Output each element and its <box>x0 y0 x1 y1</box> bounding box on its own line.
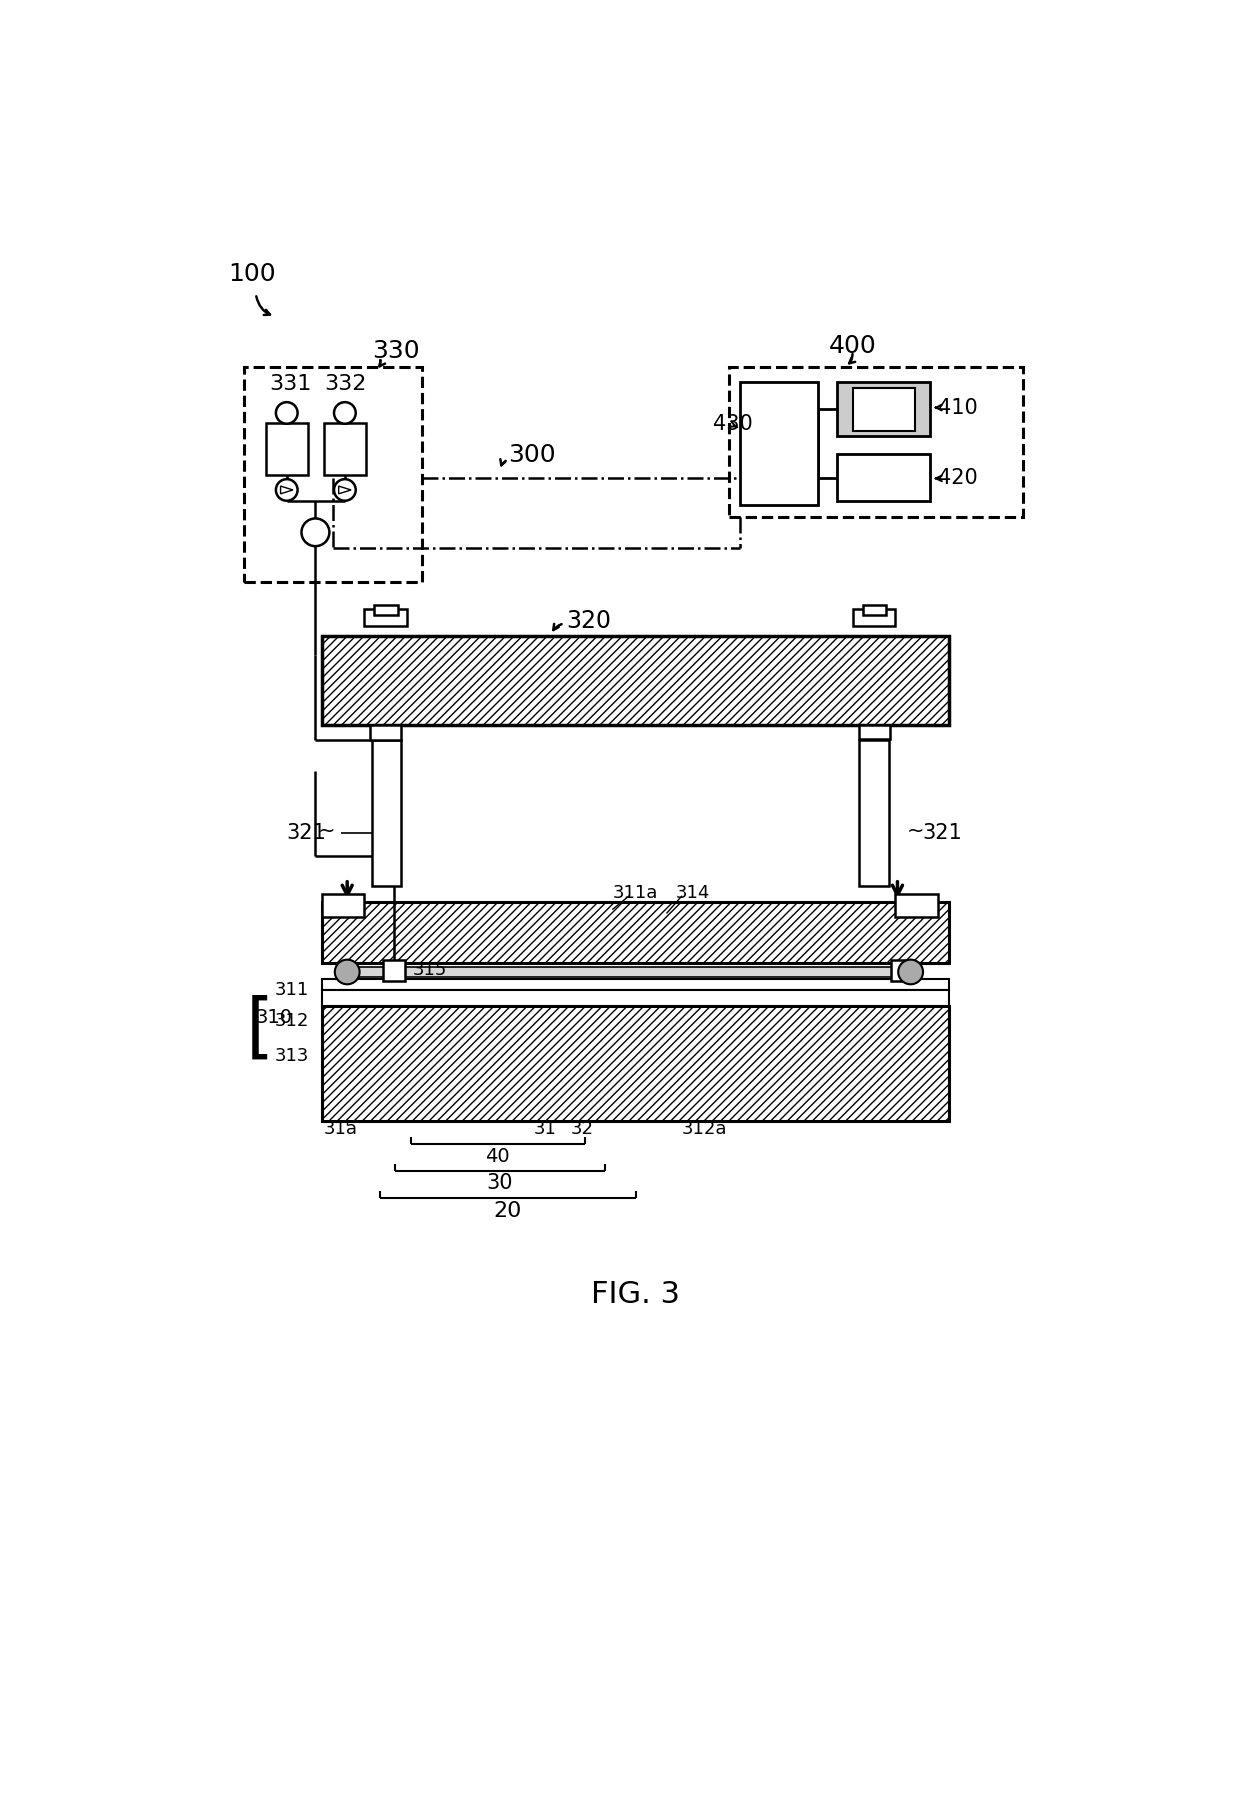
Text: 32: 32 <box>570 1121 594 1137</box>
Text: 31a: 31a <box>324 1121 358 1137</box>
Bar <box>371 726 402 740</box>
Text: 313: 313 <box>275 1047 310 1065</box>
Bar <box>365 610 407 626</box>
Text: 332: 332 <box>324 374 366 395</box>
Text: 420: 420 <box>937 469 977 489</box>
Text: 312a: 312a <box>682 1121 728 1137</box>
Bar <box>372 740 402 886</box>
Text: 331: 331 <box>270 374 312 395</box>
Text: 321: 321 <box>286 823 326 843</box>
Text: 300: 300 <box>507 444 556 467</box>
Bar <box>858 726 890 738</box>
Circle shape <box>898 960 923 984</box>
Bar <box>341 967 919 977</box>
Text: 330: 330 <box>372 339 419 363</box>
Text: [: [ <box>246 995 274 1063</box>
Text: 430: 430 <box>713 415 753 435</box>
Text: 20: 20 <box>494 1202 522 1222</box>
Text: 400: 400 <box>830 334 877 357</box>
Bar <box>853 610 895 626</box>
Text: 410: 410 <box>937 397 977 417</box>
Text: 311a: 311a <box>613 884 657 902</box>
Bar <box>383 960 404 982</box>
Text: 315: 315 <box>412 960 446 978</box>
Text: 30: 30 <box>486 1173 513 1193</box>
Text: 320: 320 <box>565 608 611 634</box>
Bar <box>837 383 930 437</box>
Text: 31: 31 <box>533 1121 556 1137</box>
Text: 310: 310 <box>255 1007 293 1027</box>
Text: 314: 314 <box>676 884 711 902</box>
Text: 100: 100 <box>228 262 277 287</box>
Text: FIG. 3: FIG. 3 <box>591 1280 680 1309</box>
Bar <box>863 605 885 616</box>
Bar <box>321 893 365 917</box>
Text: ~: ~ <box>317 819 335 841</box>
Polygon shape <box>280 486 293 495</box>
Bar <box>324 422 366 475</box>
Circle shape <box>275 403 298 424</box>
Circle shape <box>334 478 356 500</box>
Text: 311: 311 <box>275 982 309 1000</box>
Bar <box>729 366 1023 516</box>
Bar <box>892 960 913 982</box>
Bar <box>321 902 950 964</box>
Circle shape <box>301 518 330 547</box>
Text: 321: 321 <box>923 823 962 843</box>
Bar <box>853 388 915 431</box>
Bar <box>321 635 950 726</box>
Bar <box>837 453 930 502</box>
Bar <box>265 422 308 475</box>
Bar <box>859 740 889 886</box>
Circle shape <box>335 960 360 984</box>
Circle shape <box>275 478 298 500</box>
Circle shape <box>334 403 356 424</box>
Text: 40: 40 <box>485 1146 510 1166</box>
Bar <box>321 1005 950 1121</box>
Bar <box>895 893 937 917</box>
Bar <box>321 991 950 1005</box>
Text: 312: 312 <box>275 1013 310 1031</box>
Bar <box>244 366 423 583</box>
Text: ~: ~ <box>906 819 924 841</box>
Bar <box>321 978 950 991</box>
Polygon shape <box>339 486 351 495</box>
Bar <box>374 605 398 616</box>
Bar <box>740 383 817 505</box>
